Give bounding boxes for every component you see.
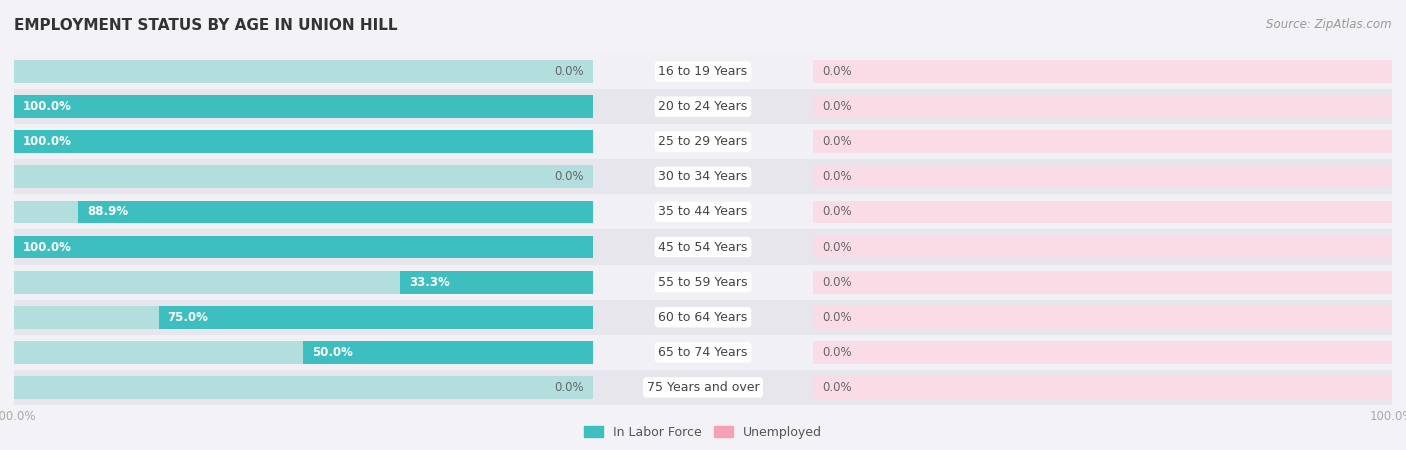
Text: 0.0%: 0.0%: [823, 381, 852, 394]
Bar: [14, 230, 593, 265]
Bar: [593, 89, 813, 124]
Bar: [813, 194, 1392, 230]
Bar: [813, 370, 1392, 405]
Text: 0.0%: 0.0%: [554, 381, 583, 394]
Text: 100.0%: 100.0%: [22, 241, 72, 253]
Text: 0.0%: 0.0%: [554, 65, 583, 78]
Bar: [813, 89, 1392, 124]
Bar: [813, 159, 1392, 194]
Bar: [593, 194, 813, 230]
Text: 33.3%: 33.3%: [409, 276, 450, 288]
Text: 0.0%: 0.0%: [823, 135, 852, 148]
Text: 55 to 59 Years: 55 to 59 Years: [658, 276, 748, 288]
Bar: [813, 341, 1392, 364]
Bar: [14, 130, 593, 153]
Legend: In Labor Force, Unemployed: In Labor Force, Unemployed: [579, 421, 827, 444]
Bar: [14, 271, 593, 293]
Bar: [593, 335, 813, 370]
Bar: [14, 265, 593, 300]
Text: 0.0%: 0.0%: [823, 276, 852, 288]
Bar: [14, 60, 593, 83]
Bar: [813, 124, 1392, 159]
Bar: [14, 236, 593, 258]
Bar: [14, 166, 593, 188]
Text: 50.0%: 50.0%: [312, 346, 353, 359]
Bar: [14, 341, 593, 364]
Bar: [593, 230, 813, 265]
Text: 100.0%: 100.0%: [22, 100, 72, 113]
Bar: [159, 306, 593, 328]
Bar: [593, 265, 813, 300]
Text: 30 to 34 Years: 30 to 34 Years: [658, 171, 748, 183]
Text: 16 to 19 Years: 16 to 19 Years: [658, 65, 748, 78]
Bar: [813, 201, 1392, 223]
Text: 0.0%: 0.0%: [823, 311, 852, 324]
Bar: [593, 159, 813, 194]
Bar: [14, 95, 593, 118]
Text: 0.0%: 0.0%: [823, 346, 852, 359]
Bar: [14, 130, 593, 153]
Bar: [14, 95, 593, 118]
Bar: [813, 335, 1392, 370]
Text: 0.0%: 0.0%: [823, 206, 852, 218]
Text: 0.0%: 0.0%: [823, 65, 852, 78]
Bar: [14, 124, 593, 159]
Bar: [401, 271, 593, 293]
Text: 0.0%: 0.0%: [823, 241, 852, 253]
Text: 0.0%: 0.0%: [823, 171, 852, 183]
Bar: [593, 300, 813, 335]
Text: 100.0%: 100.0%: [22, 135, 72, 148]
Text: 45 to 54 Years: 45 to 54 Years: [658, 241, 748, 253]
Bar: [813, 300, 1392, 335]
Bar: [813, 306, 1392, 328]
Text: 60 to 64 Years: 60 to 64 Years: [658, 311, 748, 324]
Text: Source: ZipAtlas.com: Source: ZipAtlas.com: [1267, 18, 1392, 31]
Bar: [813, 376, 1392, 399]
Bar: [813, 265, 1392, 300]
Bar: [593, 54, 813, 89]
Bar: [14, 236, 593, 258]
Text: 65 to 74 Years: 65 to 74 Years: [658, 346, 748, 359]
Bar: [14, 376, 593, 399]
Bar: [813, 166, 1392, 188]
Bar: [14, 300, 593, 335]
Bar: [813, 130, 1392, 153]
Bar: [813, 60, 1392, 83]
Bar: [593, 370, 813, 405]
Bar: [813, 271, 1392, 293]
Text: EMPLOYMENT STATUS BY AGE IN UNION HILL: EMPLOYMENT STATUS BY AGE IN UNION HILL: [14, 18, 398, 33]
Text: 35 to 44 Years: 35 to 44 Years: [658, 206, 748, 218]
Bar: [813, 236, 1392, 258]
Bar: [14, 201, 593, 223]
Text: 0.0%: 0.0%: [554, 171, 583, 183]
Text: 88.9%: 88.9%: [87, 206, 128, 218]
Bar: [14, 306, 593, 328]
Bar: [14, 159, 593, 194]
Bar: [14, 54, 593, 89]
Bar: [304, 341, 593, 364]
Text: 75.0%: 75.0%: [167, 311, 208, 324]
Bar: [813, 230, 1392, 265]
Bar: [593, 124, 813, 159]
Bar: [79, 201, 593, 223]
Bar: [14, 370, 593, 405]
Text: 25 to 29 Years: 25 to 29 Years: [658, 135, 748, 148]
Bar: [14, 89, 593, 124]
Bar: [813, 54, 1392, 89]
Text: 20 to 24 Years: 20 to 24 Years: [658, 100, 748, 113]
Bar: [14, 335, 593, 370]
Text: 75 Years and over: 75 Years and over: [647, 381, 759, 394]
Text: 0.0%: 0.0%: [823, 100, 852, 113]
Bar: [813, 95, 1392, 118]
Bar: [14, 194, 593, 230]
